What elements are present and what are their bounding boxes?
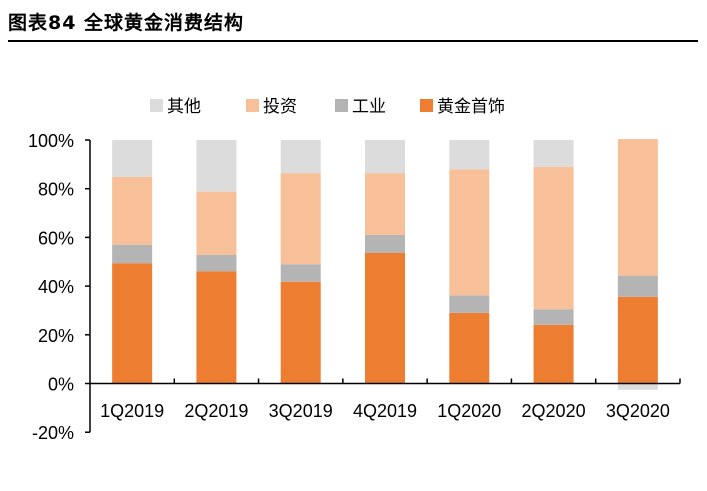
x-tick-label: 1Q2019 — [100, 401, 164, 421]
x-tick-label: 2Q2020 — [522, 401, 586, 421]
bar-segment-1Q2019-其他 — [112, 140, 153, 178]
legend-label: 黄金首饰 — [437, 97, 505, 116]
bar-segment-1Q2019-工业 — [112, 244, 153, 264]
y-tick-label: 20% — [38, 326, 74, 346]
bar-segment-4Q2019-工业 — [365, 234, 405, 253]
y-tick-label: 0% — [48, 375, 74, 395]
bar-segment-3Q2019-其他 — [280, 140, 321, 174]
bar-segment-3Q2020-投资 — [617, 139, 658, 276]
bar-segment-1Q2020-黄金首饰 — [449, 312, 490, 384]
x-tick-label: 4Q2019 — [353, 401, 417, 421]
bar-segment-1Q2020-工业 — [449, 295, 490, 313]
legend-swatch-其他 — [150, 99, 163, 112]
bar-segment-3Q2020-其他 — [617, 383, 658, 390]
bar-segment-3Q2020-工业 — [617, 275, 658, 297]
bar-segment-2Q2020-工业 — [533, 309, 574, 325]
bar-segment-3Q2019-黄金首饰 — [280, 281, 321, 384]
y-tick-label: 80% — [38, 180, 74, 200]
y-tick-label: -20% — [32, 423, 74, 443]
legend-swatch-黄金首饰 — [420, 99, 433, 112]
title-divider — [8, 40, 698, 42]
y-tick-label: 40% — [38, 277, 74, 297]
bar-segment-1Q2020-投资 — [449, 169, 490, 296]
x-tick-label: 3Q2019 — [269, 401, 333, 421]
x-tick-label: 1Q2020 — [437, 401, 501, 421]
x-tick-label: 3Q2020 — [606, 401, 670, 421]
bar-segment-3Q2020-黄金首饰 — [617, 296, 658, 384]
bar-segment-2Q2020-黄金首饰 — [533, 324, 574, 384]
bar-segment-1Q2020-其他 — [449, 140, 490, 170]
bar-segment-3Q2019-投资 — [280, 173, 321, 265]
bar-segment-4Q2019-投资 — [365, 173, 405, 235]
y-tick-label: 60% — [38, 228, 74, 248]
chart-title: 图表84 全球黄金消费结构 — [8, 12, 245, 34]
legend-label: 其他 — [167, 97, 201, 116]
bar-segment-1Q2019-黄金首饰 — [112, 263, 153, 384]
legend-swatch-投资 — [246, 99, 259, 112]
x-tick-label: 2Q2019 — [184, 401, 248, 421]
bar-segment-2Q2020-投资 — [533, 167, 574, 310]
bar-segment-2Q2019-投资 — [196, 191, 237, 255]
bar-segment-2Q2020-其他 — [533, 140, 574, 168]
bar-segment-4Q2019-其他 — [365, 140, 405, 174]
legend-swatch-工业 — [335, 99, 348, 112]
bar-segment-2Q2019-工业 — [196, 254, 237, 272]
bar-segment-2Q2019-其他 — [196, 140, 237, 192]
legend-label: 投资 — [263, 97, 297, 116]
bar-segment-4Q2019-黄金首饰 — [365, 252, 405, 384]
legend-label: 工业 — [352, 97, 386, 116]
bar-segment-1Q2019-投资 — [112, 177, 153, 245]
y-tick-label: 100% — [28, 131, 74, 151]
bar-segment-2Q2019-黄金首饰 — [196, 271, 237, 384]
bar-segment-3Q2019-工业 — [280, 264, 321, 282]
